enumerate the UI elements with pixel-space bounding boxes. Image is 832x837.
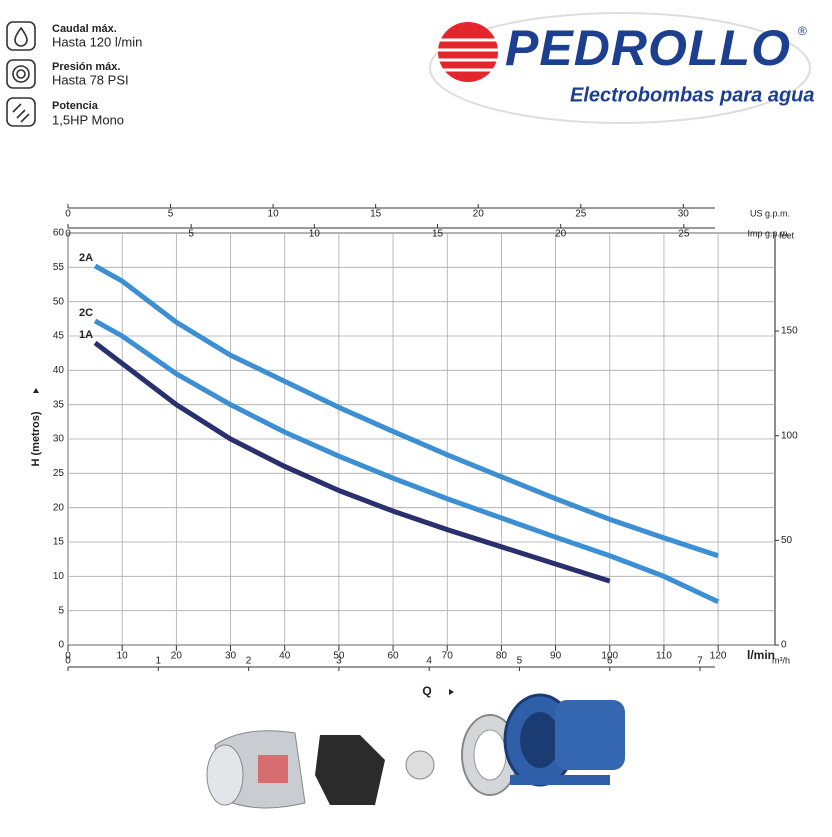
spec-text: Hasta 120 l/min: [52, 34, 142, 49]
x-tick-label: 60: [387, 651, 399, 662]
x-tick-label: 40: [279, 651, 291, 662]
curve-label: 1A: [79, 329, 93, 341]
axis-tick-label: 6: [607, 656, 613, 667]
pump-illustration: [206, 693, 625, 809]
spec-icons: [6, 21, 36, 127]
y-tick-label: 40: [53, 365, 65, 376]
axis-tick-label: 20: [473, 209, 485, 220]
y-tick-label: 45: [53, 331, 65, 342]
axis-tick-label: 15: [370, 209, 382, 220]
axis-tick-label: 0: [65, 229, 71, 240]
y-tick-label: 60: [53, 228, 65, 239]
y-tick-label: 15: [53, 537, 65, 548]
axis-tick-label: 50: [781, 535, 793, 546]
y-tick-label: 35: [53, 399, 65, 410]
axis-tick-label: 100: [781, 430, 798, 441]
axis-tick-label: 15: [432, 229, 444, 240]
axis-tick-label: 5: [188, 229, 194, 240]
axis-tick-label: 4: [426, 656, 432, 667]
x-tick-label: 110: [656, 651, 672, 662]
axis-label: Imp g.p.m.: [747, 228, 790, 238]
x-tick-label: 100: [601, 651, 618, 662]
curve-label: 2C: [79, 307, 93, 319]
spec-title: Presión máx.: [52, 61, 120, 73]
spec-text: Hasta 78 PSI: [52, 72, 129, 87]
axis-tick-label: 30: [678, 209, 690, 220]
curve: [93, 340, 611, 584]
x-tick-label: 30: [225, 651, 237, 662]
axis-tick-label: 10: [309, 229, 321, 240]
axis-tick-label: 3: [336, 656, 342, 667]
arrow: [449, 689, 454, 695]
y-tick-label: 30: [53, 434, 65, 445]
x-tick-label: 10: [117, 651, 129, 662]
axis-tick-label: 0: [781, 640, 787, 651]
arrow: [33, 388, 39, 393]
spec-text: 1,5HP Mono: [52, 112, 124, 127]
y-tick-label: 25: [53, 468, 65, 479]
x-tick-label: 0: [65, 651, 71, 662]
y-tick-label: 10: [53, 571, 65, 582]
axis-tick-label: 5: [517, 656, 523, 667]
x-tick-label: 50: [333, 651, 345, 662]
x-tick-label: 20: [171, 651, 183, 662]
brand: PEDROLLO: [505, 20, 790, 76]
axis-label: m³/h: [772, 655, 790, 665]
axis-tick-label: 0: [65, 209, 71, 220]
axis-tick-label: 25: [575, 209, 587, 220]
x-tick-label: 80: [496, 651, 508, 662]
x-tick-label: 70: [442, 651, 454, 662]
axis-tick-label: 10: [268, 209, 280, 220]
spec-title: Potencia: [52, 100, 99, 112]
axis-tick-label: 5: [168, 209, 174, 220]
y-tick-label: 0: [58, 640, 64, 651]
axis-label: feet: [779, 230, 795, 240]
y-axis-label: H (metros): [30, 411, 42, 466]
x-tick-label: 90: [550, 651, 562, 662]
x-axis-label: l/min: [747, 648, 775, 662]
axis-tick-label: 1: [156, 656, 162, 667]
registered-mark: ®: [798, 24, 807, 38]
axis-tick-label: 0: [65, 656, 71, 667]
axis-tick-label: 20: [555, 229, 567, 240]
axis-tick-label: 7: [697, 656, 703, 667]
axis-tick-label: 25: [678, 229, 690, 240]
x-tick-label: 120: [710, 651, 727, 662]
axis-tick-label: 2: [246, 656, 252, 667]
logo: PEDROLLO ® Electrobombas para agua: [429, 12, 815, 124]
tagline: Electrobombas para agua: [570, 84, 815, 106]
curve-label: 2A: [79, 252, 93, 264]
axis-label: US g.p.m.: [750, 208, 790, 218]
axis-tick-label: 150: [781, 326, 798, 337]
y-tick-label: 55: [53, 262, 65, 273]
spec-title: Caudal máx.: [52, 23, 117, 35]
y-tick-label: 5: [58, 605, 64, 616]
y-tick-label: 50: [53, 296, 65, 307]
curve: [93, 263, 719, 559]
curve: [93, 318, 720, 605]
y-tick-label: 20: [53, 502, 65, 513]
x-axis-title: Q: [422, 684, 431, 698]
